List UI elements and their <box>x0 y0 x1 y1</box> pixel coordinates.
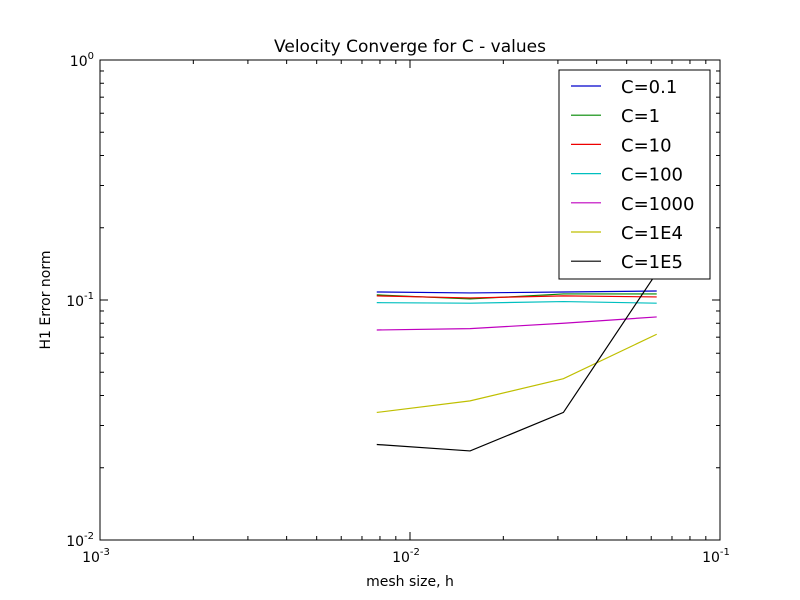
series-line-5 <box>376 333 657 414</box>
legend-label-0: C=0.1 <box>621 77 677 98</box>
series-line-4 <box>376 316 657 331</box>
legend-label-2: C=10 <box>621 135 672 156</box>
legend-label-4: C=1000 <box>621 194 694 215</box>
series-line-0 <box>376 290 657 294</box>
legend-label-6: C=1E5 <box>621 252 683 273</box>
x-tick-label: 10-1 <box>702 547 730 566</box>
legend-label-1: C=1 <box>621 106 660 127</box>
series-lines <box>376 272 658 452</box>
y-axis-label: H1 Error norm <box>38 250 54 349</box>
legend: C=0.1 C=1 C=10 C=100 C=1000 C=1E4 C=1E5 <box>558 69 711 280</box>
legend-frame <box>558 69 711 280</box>
chart-title: Velocity Converge for C - values <box>274 37 546 57</box>
y-tick-label: 100 <box>70 51 94 70</box>
legend-label-5: C=1E4 <box>621 223 683 244</box>
x-tick-label: 10-2 <box>392 547 420 566</box>
series-line-2 <box>376 295 657 299</box>
x-tick-label: 10-3 <box>82 547 110 566</box>
y-tick-label: 10-1 <box>66 291 94 310</box>
series-line-6 <box>376 272 658 452</box>
y-tick-label: 10-2 <box>66 531 94 550</box>
legend-label-3: C=100 <box>621 165 683 186</box>
x-axis-label: mesh size, h <box>366 574 454 590</box>
series-line-3 <box>376 300 657 304</box>
